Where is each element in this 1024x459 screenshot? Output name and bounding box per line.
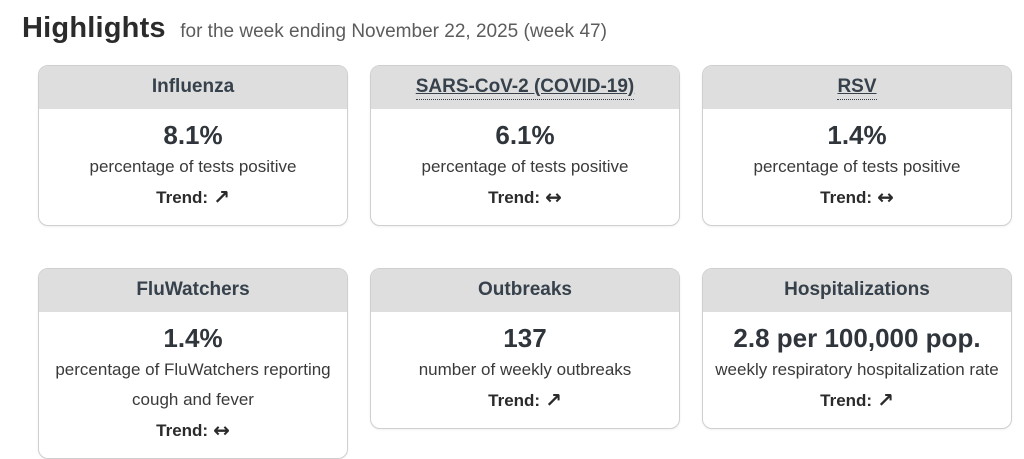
card-rsv: RSV 1.4% percentage of tests positive Tr… — [702, 65, 1012, 226]
page-title: Highlights — [22, 12, 166, 44]
card-rsv-trend: Trend: ↔ — [713, 182, 1001, 213]
trend-label: Trend: — [156, 187, 209, 207]
trend-label: Trend: — [488, 187, 541, 207]
card-fluwatchers-value: 1.4% — [163, 322, 223, 353]
card-sars-cov-2-header: SARS-CoV-2 (COVID-19) — [371, 66, 679, 109]
card-outbreaks-body: 137 number of weekly outbreaks Trend: ↗ — [371, 312, 679, 428]
card-sars-cov-2-value: 6.1% — [495, 119, 555, 150]
card-rsv-title-link[interactable]: RSV — [837, 76, 877, 100]
card-outbreaks-header: Outbreaks — [371, 268, 679, 312]
trend-stable-icon: ↔ — [545, 184, 562, 209]
page-header: Highlights for the week ending November … — [22, 12, 1012, 45]
card-sars-cov-2-body: 6.1% percentage of tests positive Trend:… — [371, 109, 679, 225]
card-hospitalizations-title: Hospitalizations — [784, 278, 930, 300]
trend-label: Trend: — [820, 187, 873, 207]
trend-increasing-icon: ↗ — [213, 184, 230, 209]
card-fluwatchers-header: FluWatchers — [39, 268, 347, 312]
card-hospitalizations: Hospitalizations 2.8 per 100,000 pop. we… — [702, 267, 1012, 429]
card-influenza-value: 8.1% — [163, 119, 223, 150]
trend-increasing-icon: ↗ — [545, 387, 562, 412]
card-rsv-body: 1.4% percentage of tests positive Trend:… — [703, 109, 1011, 225]
trend-label: Trend: — [156, 420, 209, 440]
card-sars-cov-2-description: percentage of tests positive — [421, 156, 629, 176]
card-outbreaks-trend: Trend: ↗ — [381, 385, 669, 416]
card-influenza-description: percentage of tests positive — [89, 156, 297, 176]
card-outbreaks-description: number of weekly outbreaks — [418, 359, 632, 379]
card-rsv-value: 1.4% — [827, 119, 887, 150]
card-fluwatchers: FluWatchers 1.4% percentage of FluWatche… — [38, 267, 348, 459]
card-rsv-header: RSV — [703, 66, 1011, 109]
card-outbreaks-title: Outbreaks — [478, 278, 572, 300]
card-hospitalizations-value: 2.8 per 100,000 pop. — [733, 322, 981, 353]
page-subtitle: for the week ending November 22, 2025 (w… — [180, 21, 607, 42]
card-sars-cov-2-title-link[interactable]: SARS-CoV-2 (COVID-19) — [415, 76, 635, 100]
card-rsv-description: percentage of tests positive — [753, 156, 961, 176]
card-outbreaks-value: 137 — [503, 322, 547, 353]
card-influenza-title: Influenza — [151, 76, 235, 97]
card-sars-cov-2-trend: Trend: ↔ — [381, 182, 669, 213]
highlights-grid: Influenza 8.1% percentage of tests posit… — [38, 65, 1012, 459]
card-fluwatchers-trend: Trend: ↔ — [49, 415, 337, 446]
card-fluwatchers-title: FluWatchers — [136, 278, 250, 300]
card-outbreaks: Outbreaks 137 number of weekly outbreaks… — [370, 267, 680, 429]
trend-label: Trend: — [820, 390, 873, 410]
card-hospitalizations-header: Hospitalizations — [703, 268, 1011, 312]
card-hospitalizations-body: 2.8 per 100,000 pop. weekly respiratory … — [703, 312, 1011, 428]
card-sars-cov-2: SARS-CoV-2 (COVID-19) 6.1% percentage of… — [370, 65, 680, 226]
card-influenza-header: Influenza — [39, 66, 347, 109]
trend-stable-icon: ↔ — [877, 184, 894, 209]
card-influenza-trend: Trend: ↗ — [49, 182, 337, 213]
trend-label: Trend: — [488, 390, 541, 410]
trend-increasing-icon: ↗ — [877, 387, 894, 412]
card-hospitalizations-description: weekly respiratory hospitalization rate — [715, 359, 999, 379]
card-influenza: Influenza 8.1% percentage of tests posit… — [38, 65, 348, 226]
card-hospitalizations-trend: Trend: ↗ — [713, 385, 1001, 416]
card-fluwatchers-description: percentage of FluWatchers reporting coug… — [55, 359, 331, 409]
card-fluwatchers-body: 1.4% percentage of FluWatchers reporting… — [39, 312, 347, 458]
card-influenza-body: 8.1% percentage of tests positive Trend:… — [39, 109, 347, 225]
trend-stable-icon: ↔ — [213, 417, 230, 442]
